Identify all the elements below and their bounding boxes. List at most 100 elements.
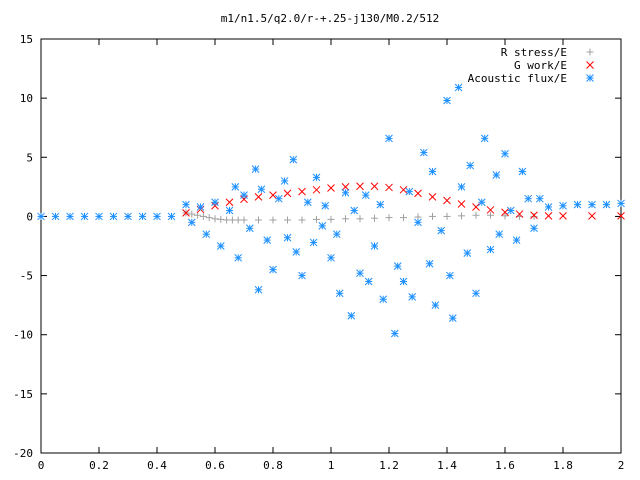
data-point — [492, 171, 501, 179]
data-point — [370, 242, 379, 250]
data-point — [251, 165, 260, 173]
data-point — [51, 212, 60, 221]
data-point — [512, 236, 521, 244]
x-tick-label: 0.2 — [89, 459, 109, 472]
y-tick-label: 5 — [26, 151, 33, 164]
data-point — [393, 262, 402, 270]
plot-frame — [40, 38, 622, 454]
data-point — [280, 177, 289, 185]
legend-label-1: G work/E — [514, 59, 567, 72]
data-point — [341, 188, 350, 197]
x-tick-label: 0.8 — [263, 459, 283, 472]
data-point — [385, 214, 393, 222]
data-point — [361, 191, 370, 199]
data-point — [501, 149, 509, 158]
data-point — [309, 238, 318, 247]
data-point — [327, 215, 335, 223]
data-point — [466, 161, 475, 170]
data-point — [390, 329, 399, 338]
data-point — [217, 215, 225, 223]
data-point — [292, 248, 301, 256]
data-point — [414, 189, 422, 198]
data-point — [559, 201, 567, 210]
data-point — [66, 212, 74, 221]
data-point — [425, 259, 434, 268]
x-tick-label: 0.6 — [205, 459, 225, 472]
data-point — [225, 206, 234, 215]
data-point — [472, 289, 480, 298]
data-point — [472, 211, 480, 219]
data-point — [544, 211, 553, 220]
y-tick-label: -20 — [13, 447, 33, 460]
data-point — [216, 242, 225, 250]
data-point — [274, 194, 283, 203]
data-point — [321, 201, 330, 210]
data-point — [335, 289, 344, 298]
data-point — [588, 200, 596, 209]
data-point — [559, 211, 567, 220]
x-tick-label: 1 — [328, 459, 335, 472]
series-2 — [37, 83, 625, 338]
data-point — [205, 214, 213, 222]
data-point — [486, 245, 495, 254]
data-point — [524, 194, 533, 203]
data-point — [234, 253, 243, 262]
data-point — [188, 210, 196, 218]
data-point — [501, 212, 509, 220]
data-point — [376, 200, 385, 209]
data-point — [211, 198, 219, 207]
data-point — [463, 249, 472, 257]
data-point — [138, 212, 147, 221]
data-point — [341, 183, 350, 191]
data-point — [530, 212, 538, 220]
data-point — [458, 212, 465, 220]
axis-ticks: 0 0.2 0.4 0.6 0.8 1 1.2 1.4 1.6 1.8 2 15 10 5 0 -5 -10 -1… — [13, 33, 624, 472]
legend-label-2: Acoustic flux/E — [468, 72, 567, 85]
series-0 — [182, 209, 538, 224]
data-point — [400, 214, 407, 222]
data-point — [443, 96, 451, 105]
data-point — [211, 201, 219, 210]
data-point — [257, 185, 266, 194]
x-tick-label: 0.4 — [147, 459, 167, 472]
data-point — [472, 203, 480, 211]
data-point — [269, 216, 277, 224]
data-point — [437, 226, 446, 235]
legend-marker-2 — [586, 74, 594, 82]
data-point — [515, 210, 524, 218]
legend-label-0: R stress/E — [501, 46, 567, 59]
data-point — [255, 216, 262, 224]
y-tick-label: 10 — [20, 92, 33, 105]
data-point — [167, 212, 176, 221]
data-point — [535, 194, 544, 203]
x-tick-label: 0 — [38, 459, 45, 472]
data-point — [431, 301, 440, 309]
data-point — [530, 211, 538, 220]
data-point — [312, 173, 321, 182]
data-point — [457, 183, 466, 191]
y-tick-label: 0 — [26, 210, 33, 223]
data-point — [448, 314, 457, 323]
data-point — [298, 187, 306, 196]
data-point — [443, 212, 451, 220]
x-tick-label: 1.8 — [553, 459, 573, 472]
y-tick-label: -10 — [13, 329, 33, 342]
data-point — [254, 285, 263, 294]
data-point — [405, 187, 414, 196]
chart-title: m1/n1.5/q2.0/r-+.25-j130/M0.2/512 — [221, 12, 440, 25]
data-point — [284, 216, 291, 224]
data-point — [518, 167, 527, 176]
data-point — [428, 167, 437, 176]
data-point — [487, 211, 494, 219]
data-point — [80, 212, 89, 221]
data-point — [544, 203, 553, 211]
data-point — [240, 216, 248, 224]
data-point — [408, 293, 417, 301]
data-point — [371, 214, 378, 222]
data-point — [283, 189, 292, 198]
data-point — [124, 212, 132, 221]
data-point — [318, 222, 327, 230]
data-point — [95, 212, 103, 221]
data-point — [617, 199, 625, 208]
